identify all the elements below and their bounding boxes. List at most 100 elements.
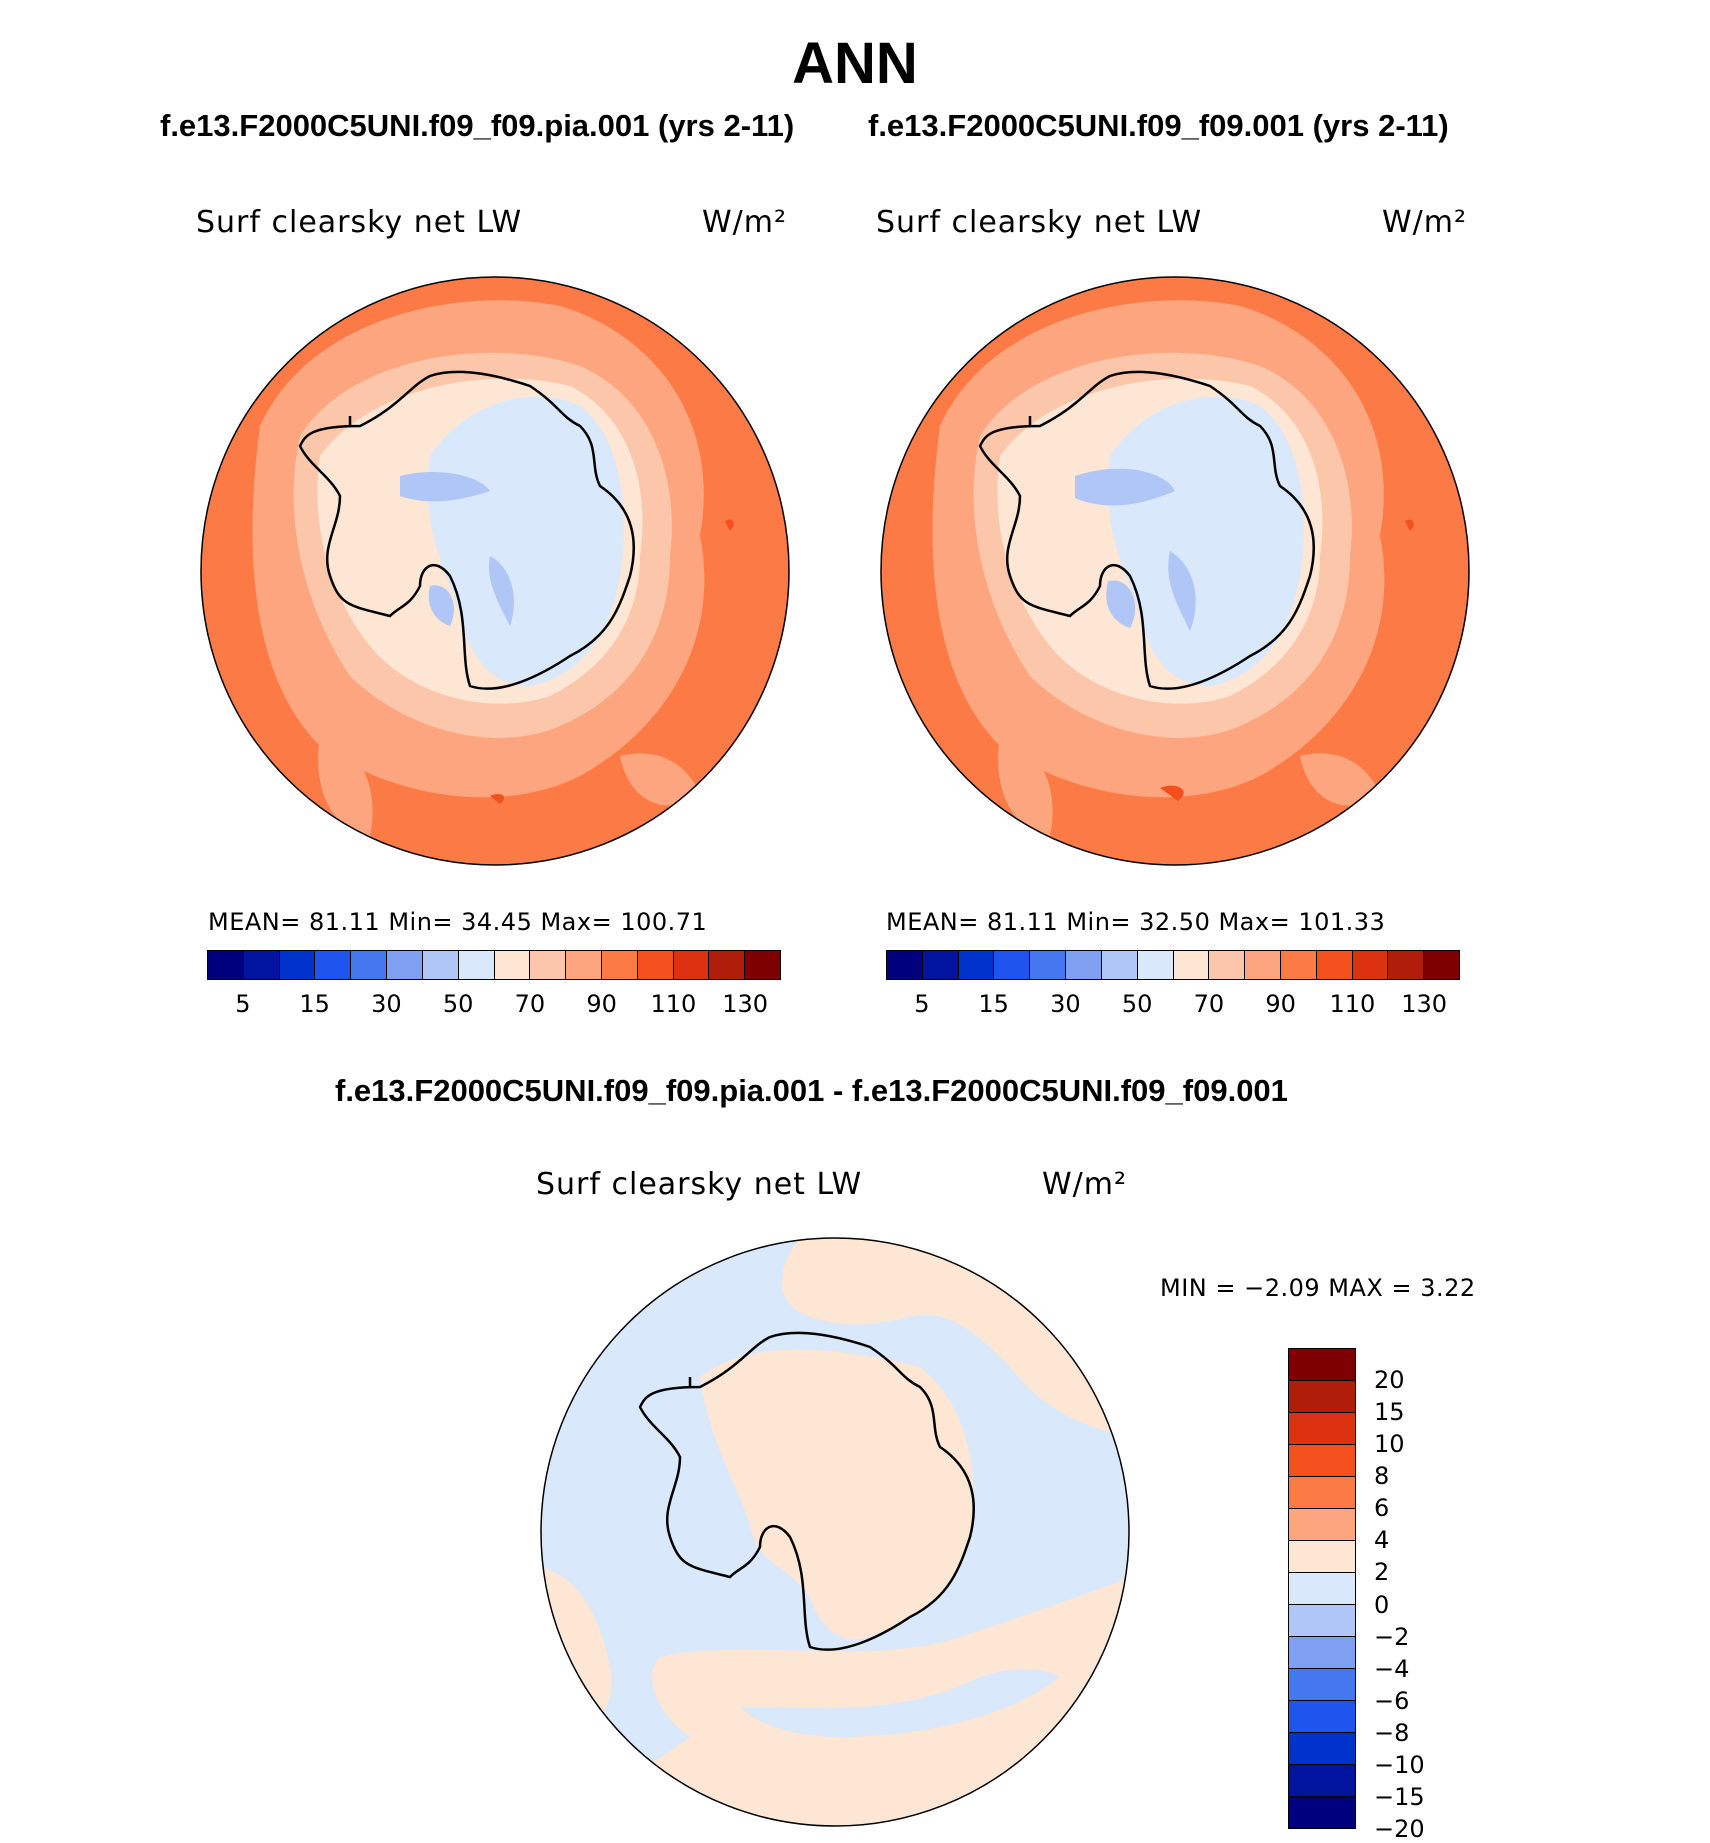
diff-stats: MIN = −2.09 MAX = 3.22 [1160,1274,1476,1302]
hot-spot [725,519,734,531]
colorbar-tick-label: 130 [1401,990,1448,1018]
colorbar-swatch [315,951,352,979]
panel-2-colorbar [886,950,1460,980]
diff-colorbar [1288,1348,1356,1829]
colorbar-tick-label: 15 [1374,1398,1405,1427]
colorbar-tick-label: −10 [1374,1750,1425,1779]
ice-sheet [427,396,624,686]
colorbar-swatch [1289,1573,1355,1605]
colorbar-swatch [1289,1701,1355,1733]
colorbar-swatch [1289,1541,1355,1573]
colorbar-swatch [1289,1445,1355,1477]
ocean-patch [318,736,373,836]
colorbar-swatch [958,951,995,979]
colorbar-tick-label: 5 [914,990,930,1018]
colorbar-swatch [1388,951,1425,979]
colorbar-swatch [1137,951,1174,979]
positive-difference-region [700,1349,974,1640]
colorbar-tick-label: 90 [1265,990,1296,1018]
panel-1-units: W/m² [702,205,788,240]
panel-2-polar-map [880,276,1470,866]
panel-2-variable: Surf clearsky net LW [876,205,1203,240]
ice-low-region [1106,580,1136,628]
hot-spot [1160,785,1184,801]
colorbar-tick-label: 130 [722,990,769,1018]
colorbar-swatch [1289,1669,1355,1701]
colorbar-tick-label: 70 [1193,990,1225,1018]
colorbar-swatch [208,951,244,979]
colorbar-tick-label: 8 [1374,1462,1390,1491]
colorbar-tick-label: 15 [978,990,1009,1018]
ice-low-region [1168,551,1196,631]
hot-spot [490,793,505,804]
panel-1-polar-map [200,276,790,866]
colorbar-swatch [1030,951,1067,979]
diff-polar-map [540,1237,1130,1827]
colorbar-swatch [1289,1605,1355,1637]
ice-low-region [428,585,454,626]
colorbar-swatch [922,951,959,979]
colorbar-swatch [673,951,710,979]
colorbar-tick-label: 50 [1121,990,1153,1018]
colorbar-tick-label: 4 [1374,1526,1390,1555]
colorbar-swatch [243,951,280,979]
panel-1-run-title: f.e13.F2000C5UNI.f09_f09.pia.001 (yrs 2-… [160,108,795,143]
colorbar-tick-label: −4 [1374,1654,1410,1683]
colorbar-swatch [1289,1349,1355,1381]
colorbar-tick-label: −8 [1374,1718,1410,1747]
colorbar-tick-label: 90 [586,990,617,1018]
figure-title: ANN [792,31,918,96]
colorbar-swatch [566,951,602,979]
colorbar-swatch [709,951,746,979]
colorbar-tick-label: −20 [1374,1815,1425,1843]
colorbar-tick-label: 70 [514,990,546,1018]
colorbar-swatch [387,951,423,979]
colorbar-tick-label: 15 [299,990,330,1018]
colorbar-swatch [1289,1797,1355,1828]
positive-difference-region [541,1577,1129,1826]
colorbar-tick-label: 0 [1374,1590,1390,1619]
ocean-patch [1300,753,1380,806]
map-border [880,276,1470,866]
map-border [200,276,790,866]
hot-spot [1405,519,1414,531]
colorbar-swatch [1289,1413,1355,1445]
panel-2-stats: MEAN= 81.11 Min= 32.50 Max= 101.33 [886,908,1386,936]
diff-units: W/m² [1042,1167,1128,1202]
diff-title: f.e13.F2000C5UNI.f09_f09.pia.001 - f.e13… [335,1073,1288,1108]
colorbar-swatch [1352,951,1389,979]
colorbar-swatch [458,951,495,979]
colorbar-swatch [1101,951,1138,979]
coastline [978,370,1315,690]
colorbar-tick-label: −15 [1374,1782,1425,1811]
panel-2-run-title: f.e13.F2000C5UNI.f09_f09.001 (yrs 2-11) [868,108,1449,143]
colorbar-swatch [601,951,638,979]
colorbar-tick-label: 5 [235,990,251,1018]
colorbar-swatch [1066,951,1102,979]
diff-variable: Surf clearsky net LW [536,1167,863,1202]
colorbar-swatch [351,951,388,979]
colorbar-swatch [494,951,531,979]
colorbar-swatch [1289,1477,1355,1509]
ocean-patch [998,736,1053,836]
colorbar-tick-label: 30 [1050,990,1081,1018]
colorbar-swatch [1289,1381,1355,1413]
colorbar-swatch [1289,1733,1355,1765]
colorbar-tick-label: 20 [1374,1366,1405,1395]
colorbar-tick-label: 110 [650,990,697,1018]
panel-1-colorbar [207,950,781,980]
ice-low-region [1075,468,1175,506]
colorbar-tick-label: 50 [442,990,474,1018]
colorbar-swatch [422,951,459,979]
panel-1-stats: MEAN= 81.11 Min= 34.45 Max= 100.71 [208,908,708,936]
coastline [638,1331,975,1651]
panel-2-units: W/m² [1382,205,1468,240]
colorbar-swatch [279,951,316,979]
ice-sheet [1107,396,1304,686]
colorbar-swatch [637,951,674,979]
colorbar-tick-label: 110 [1329,990,1376,1018]
colorbar-swatch [1289,1509,1355,1541]
colorbar-tick-label: −2 [1374,1622,1410,1651]
colorbar-tick-label: 30 [371,990,402,1018]
colorbar-swatch [1209,951,1246,979]
